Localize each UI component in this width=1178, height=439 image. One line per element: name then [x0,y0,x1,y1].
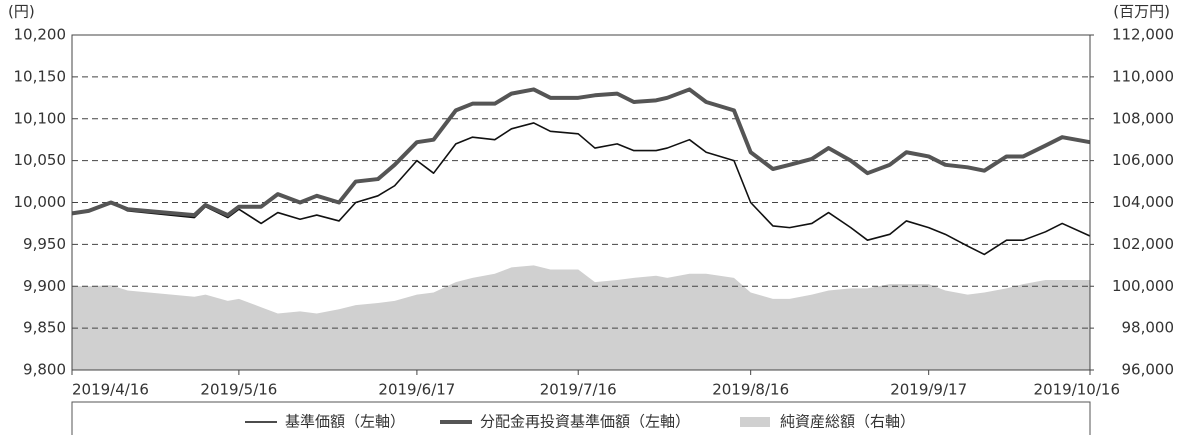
area [72,265,1090,370]
y-tick-label: 9,850 [23,319,66,337]
y-tick-label: 10,000 [14,193,67,211]
y-tick-label: 10,200 [14,26,67,44]
legend-box [71,401,1091,439]
y2-tick-label: 102,000 [1112,235,1174,253]
y-unit-label: (円) [8,3,35,21]
y-tick-label: 10,050 [14,151,67,169]
y2-tick-label: 110,000 [1112,67,1174,85]
y2-tick-label: 106,000 [1112,151,1174,169]
y-tick-label: 10,150 [14,67,67,85]
plot-frame [71,34,1091,371]
y2-tick-label: 108,000 [1112,109,1174,127]
legend-label: 基準価額（左軸） [285,413,405,431]
y-tick-label: 10,100 [14,109,67,127]
x-tick-label: 2019/4/16 [72,381,149,399]
y2-tick-label: 104,000 [1112,193,1174,211]
x-tick-label: 2019/8/16 [712,381,789,399]
y2-tick-label: 98,000 [1122,319,1175,337]
x-tick-label: 2019/5/16 [200,381,277,399]
y-tick-label: 9,800 [23,361,66,379]
y-tick-label: 9,900 [23,277,66,295]
line [71,87,1091,218]
x-tick-label: 2019/6/17 [378,381,455,399]
y-tick-label: 9,950 [23,235,66,253]
legend-label: 純資産総額（右軸） [780,413,915,431]
legend-label: 分配金再投資基準価額（左軸） [480,413,690,431]
x-tick-label: 2019/10/16 [1034,381,1120,399]
y2-tick-label: 96,000 [1122,361,1175,379]
x-tick-label: 2019/9/17 [890,381,967,399]
y2-tick-label: 112,000 [1112,26,1174,44]
x-tick-label: 2019/7/16 [540,381,617,399]
y2-tick-label: 100,000 [1112,277,1174,295]
legend-swatch [740,417,770,427]
y2-unit-label: (百万円) [1113,3,1170,21]
line [71,122,1091,256]
